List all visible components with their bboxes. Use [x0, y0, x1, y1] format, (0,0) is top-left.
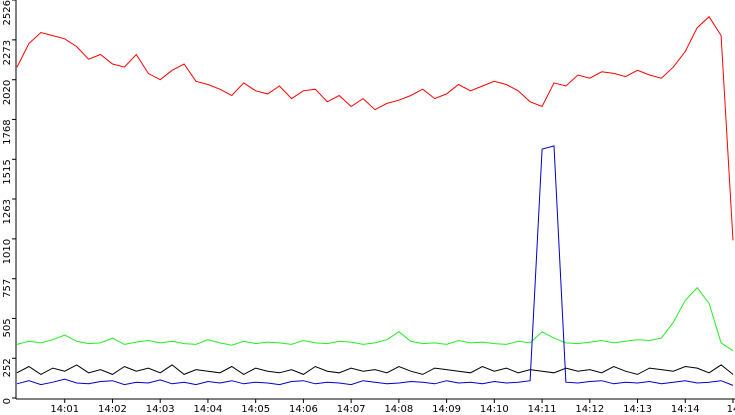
y-tick-label: 1768 [2, 119, 13, 144]
y-tick-label: 757 [2, 279, 13, 298]
x-tick-label: 14:01 [50, 404, 79, 415]
y-tick-label: 505 [2, 318, 13, 337]
y-tick-label: 252 [2, 358, 13, 377]
y-tick-label: 1515 [2, 159, 13, 184]
x-tick-label: 14:11 [528, 404, 557, 415]
x-tick-label: 14:03 [146, 404, 175, 415]
y-tick-label: 1263 [2, 199, 13, 224]
series-line [16, 364, 734, 375]
x-tick-label: 14:08 [384, 404, 413, 415]
series-line [16, 145, 734, 386]
series-line [16, 286, 734, 352]
x-tick-label: 14:04 [194, 404, 223, 415]
y-tick-label: 2020 [2, 80, 13, 105]
x-tick-label: 14:02 [98, 404, 127, 415]
x-tick-label: 14:05 [241, 404, 270, 415]
y-tick-label: 0 [2, 398, 13, 404]
y-tick-label: 2273 [2, 40, 13, 65]
x-tick-label: 14:12 [575, 404, 604, 415]
x-tick-label: 14:13 [623, 404, 652, 415]
series-line [16, 15, 734, 241]
y-tick-label: 2526 [2, 0, 13, 25]
x-tick-label: 14 [727, 404, 735, 415]
x-tick-label: 14:07 [337, 404, 366, 415]
y-tick-label: 1010 [2, 239, 13, 264]
x-tick-label: 14:09 [432, 404, 461, 415]
x-tick-label: 14:14 [671, 404, 700, 415]
x-tick-label: 14:06 [289, 404, 318, 415]
x-tick-label: 14:10 [480, 404, 509, 415]
